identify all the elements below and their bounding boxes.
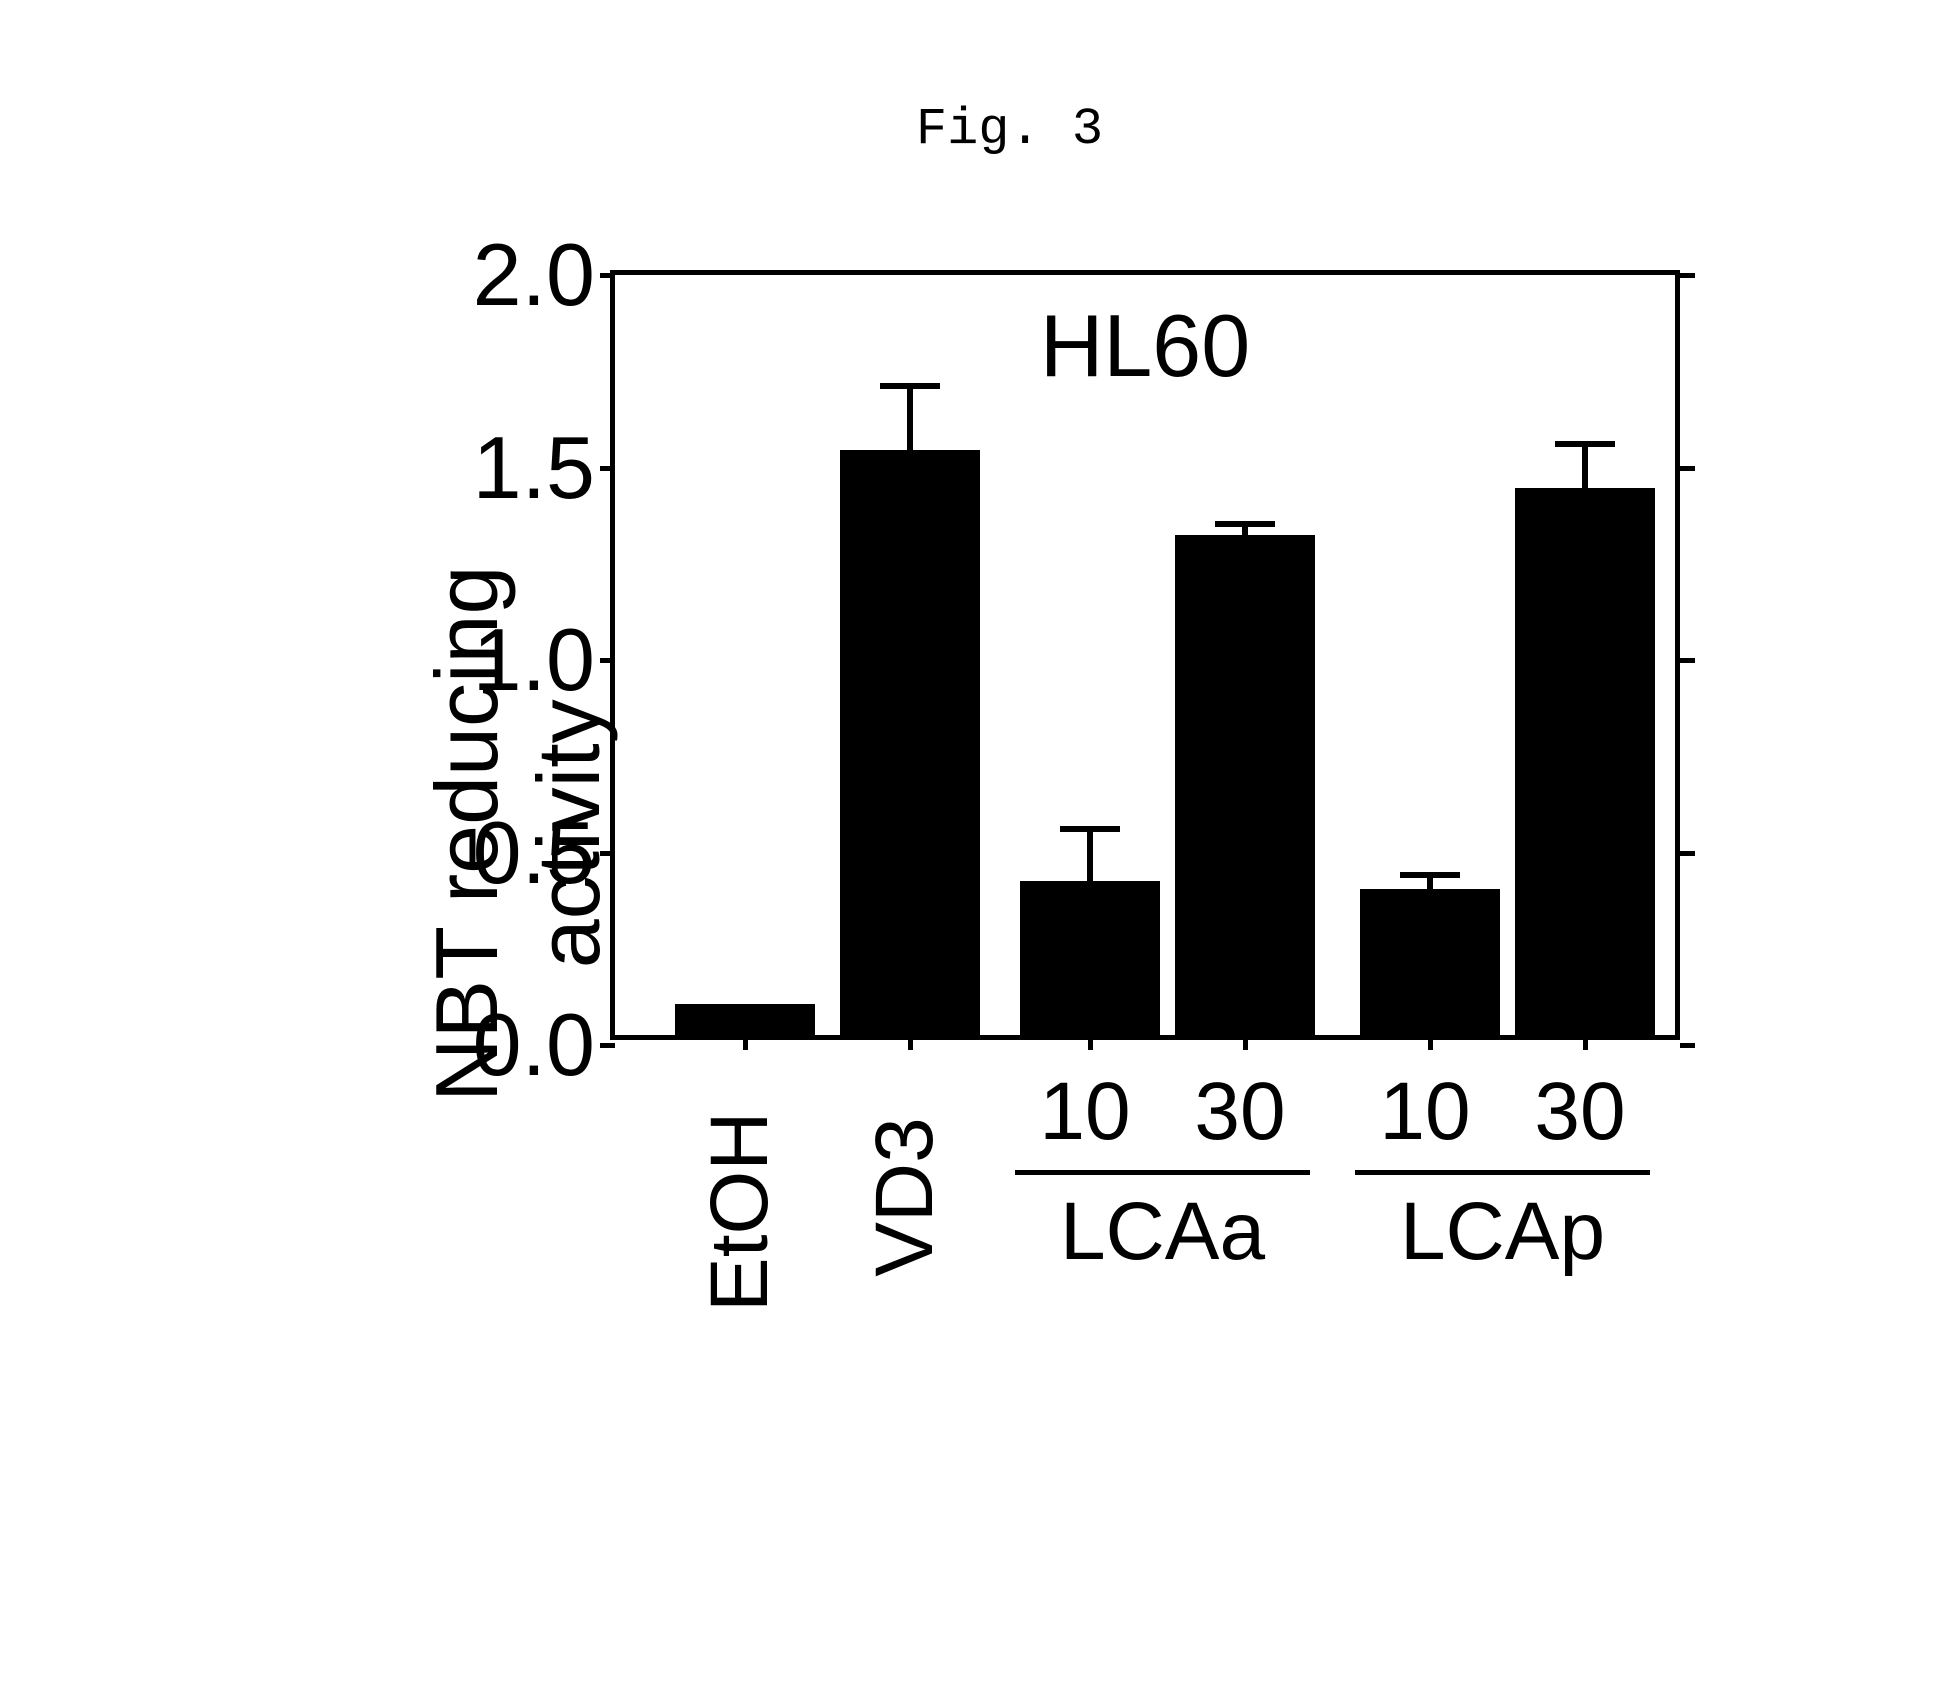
y-tick-mark-right [1680,851,1695,856]
group-underline [1015,1170,1310,1175]
error-bar-stem [1087,826,1093,891]
plot-inner: HL60 [615,275,1680,1040]
bar-lcaa30 [1175,535,1315,1036]
bar-etoh [675,1004,815,1035]
y-tick-mark [600,466,615,471]
y-tick-mark [600,273,615,278]
x-tick-mark [1088,1035,1093,1050]
error-bar-stem [907,383,913,460]
bar-lcap30 [1515,488,1655,1035]
y-tick-label: 0.5 [473,802,595,904]
y-tick-mark-right [1680,273,1695,278]
error-bar-cap [1400,872,1460,878]
figure-container: Fig. 3 NBT reducing activity HL60 0.00.5… [40,40,1939,1650]
x-tick-mark [1583,1035,1588,1050]
x-tick-mark [908,1035,913,1050]
bar-vd3 [840,450,980,1035]
x-tick-mark [743,1035,748,1050]
x-tick-mark [1428,1035,1433,1050]
error-bar-cap [1555,441,1615,447]
bar-lcap10 [1360,889,1500,1035]
group-label: LCAp [1355,1185,1650,1279]
bars-container [615,275,1675,1035]
y-tick-mark-right [1680,658,1695,663]
bar-lcaa10 [1020,881,1160,1035]
error-bar-stem [1582,441,1588,499]
y-tick-label: 2.0 [473,224,595,326]
x-label-vd3: VD3 [858,1097,952,1297]
y-tick-mark-right [1680,1043,1695,1048]
figure-title: Fig. 3 [916,100,1103,159]
group-label: LCAa [1015,1185,1310,1279]
group-underline [1355,1170,1650,1175]
x-label-lcap10: 10 [1370,1065,1480,1159]
y-tick-label: 0.0 [473,994,595,1096]
y-tick-mark [600,851,615,856]
x-label-etoh: EtOH [693,1112,787,1312]
x-label-lcap30: 30 [1525,1065,1635,1159]
error-bar-cap [880,383,940,389]
x-tick-mark [1243,1035,1248,1050]
chart-wrapper: NBT reducing activity HL60 0.00.51.01.52… [300,270,1750,1520]
y-tick-mark [600,658,615,663]
error-bar-cap [1215,521,1275,527]
y-tick-mark-right [1680,466,1695,471]
y-tick-label: 1.0 [473,609,595,711]
plot-area: HL60 0.00.51.01.52.0 [610,270,1680,1040]
y-tick-label: 1.5 [473,417,595,519]
error-bar-cap [1060,826,1120,832]
x-label-lcaa30: 30 [1185,1065,1295,1159]
x-label-lcaa10: 10 [1030,1065,1140,1159]
y-tick-mark [600,1043,615,1048]
